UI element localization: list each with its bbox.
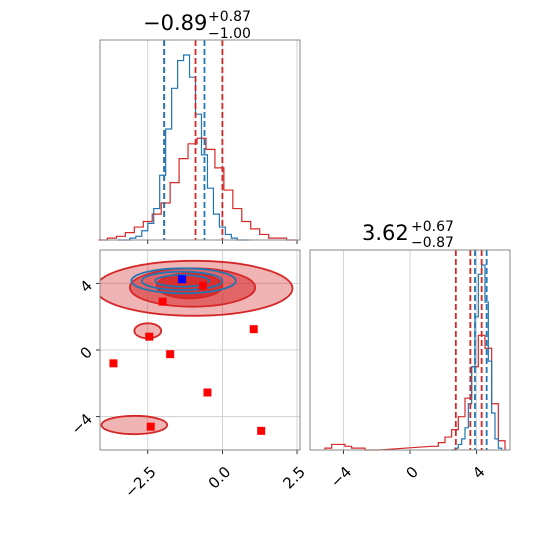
- param0-title-upper: +0.87: [208, 9, 251, 25]
- hist1-x-tick-label: 0: [402, 463, 421, 482]
- joint-panel: [96, 249, 301, 454]
- joint-frame: [99, 249, 301, 451]
- param1-title-value: 3.62: [362, 221, 409, 245]
- red-marker: [158, 297, 167, 306]
- contour-blue: [140, 270, 224, 291]
- hist1-x-tick-label: 4: [469, 463, 488, 482]
- hist-red-param0: [98, 137, 296, 241]
- param1-title-lower: −0.87: [411, 235, 454, 251]
- red-marker: [145, 332, 154, 341]
- joint-content: [100, 250, 300, 450]
- blue-marker: [178, 275, 187, 284]
- red-marker: [203, 388, 212, 397]
- contour-red: [100, 414, 169, 436]
- hist-frame-param0: [99, 39, 301, 241]
- joint-y-tick-label: 4: [77, 277, 96, 296]
- red-marker: [166, 350, 175, 359]
- red-marker: [257, 426, 266, 435]
- hist1-x-ticklabels: −4 0 4: [327, 463, 489, 491]
- hist-panel-param0: [98, 39, 301, 244]
- hist-blue-param0: [117, 54, 250, 241]
- joint-y-tick-label: 0: [77, 343, 96, 362]
- hist-panel-param1: [309, 249, 511, 454]
- contour-blue: [130, 267, 237, 295]
- red-marker: [109, 359, 118, 368]
- contour-blue: [154, 274, 210, 288]
- red-marker: [249, 325, 258, 334]
- param0-title-value: −0.89: [143, 11, 207, 35]
- joint-x-tick-label: 0.0: [205, 463, 235, 493]
- joint-x-tick-label: −2.5: [121, 463, 159, 501]
- hist-blue-param1: [451, 264, 503, 451]
- joint-x-ticklabels: −2.5 0.0 2.5: [121, 463, 309, 501]
- joint-y-ticklabels: −4 0 4: [68, 277, 96, 439]
- red-marker: [146, 422, 155, 431]
- param0-title: −0.89 +0.87 −1.00: [143, 9, 251, 42]
- hist1-x-tick-label: −4: [327, 463, 355, 491]
- red-marker: [198, 281, 207, 290]
- joint-x-tick-label: 2.5: [279, 463, 309, 493]
- param1-title: 3.62 +0.67 −0.87: [362, 219, 454, 251]
- joint-y-tick-label: −4: [68, 410, 96, 438]
- param1-title-upper: +0.67: [411, 219, 454, 235]
- hist-frame-param1: [309, 249, 511, 451]
- hist-red-param1: [324, 334, 506, 451]
- param0-title-lower: −1.00: [208, 26, 251, 42]
